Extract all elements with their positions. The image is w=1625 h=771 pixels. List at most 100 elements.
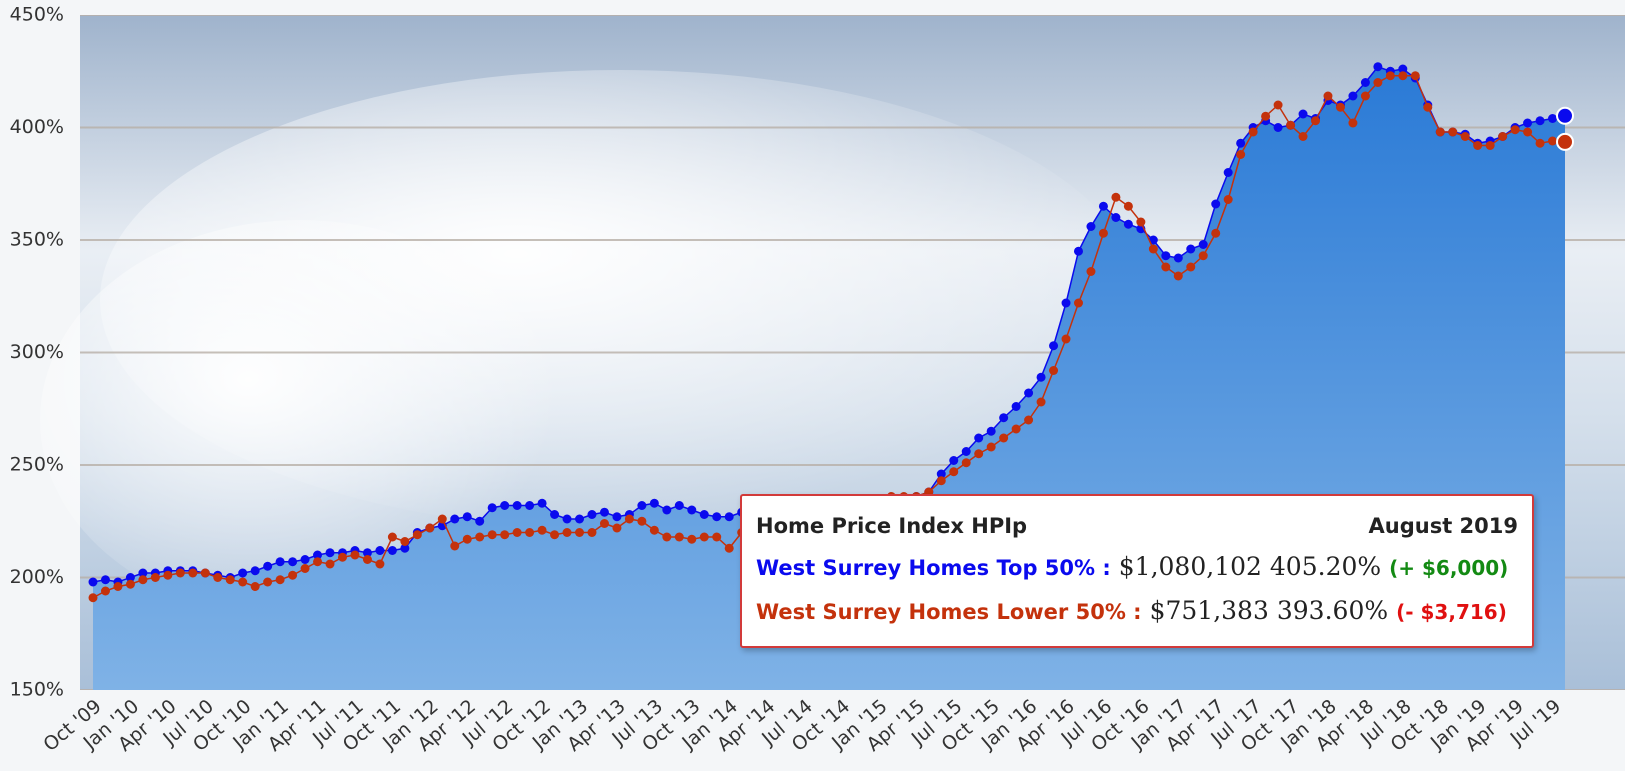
data-point xyxy=(475,517,484,526)
data-point xyxy=(1299,110,1308,119)
tooltip-row: West Surrey Homes Lower 50% :$751,383393… xyxy=(756,596,1518,625)
data-point xyxy=(1311,116,1320,125)
data-point xyxy=(974,434,983,443)
y-tick-label: 350% xyxy=(10,229,64,251)
data-point xyxy=(450,542,459,551)
data-point xyxy=(1386,71,1395,80)
data-point xyxy=(301,555,310,564)
data-point xyxy=(962,458,971,467)
data-point xyxy=(313,557,322,566)
data-point xyxy=(687,506,696,515)
data-point xyxy=(188,569,197,578)
tooltip-percent: 393.60% xyxy=(1277,596,1388,625)
data-point xyxy=(450,515,459,524)
data-point xyxy=(1261,112,1270,121)
data-point xyxy=(587,510,596,519)
data-point xyxy=(1062,299,1071,308)
data-point xyxy=(662,506,671,515)
data-point xyxy=(1286,121,1295,130)
tooltip-price: $751,383 xyxy=(1150,596,1269,625)
y-tick-label: 250% xyxy=(10,454,64,476)
data-point xyxy=(500,501,509,510)
data-point xyxy=(1361,78,1370,87)
data-point xyxy=(575,515,584,524)
data-point xyxy=(363,555,372,564)
data-point xyxy=(1199,251,1208,260)
data-point xyxy=(1498,132,1507,141)
data-point xyxy=(1436,128,1445,137)
data-point xyxy=(937,476,946,485)
data-point xyxy=(89,593,98,602)
data-point xyxy=(575,528,584,537)
data-point xyxy=(1536,139,1545,148)
data-point xyxy=(213,573,222,582)
data-point xyxy=(276,557,285,566)
data-point xyxy=(987,443,996,452)
data-point xyxy=(288,571,297,580)
data-point xyxy=(1086,222,1095,231)
data-point xyxy=(101,575,110,584)
data-point xyxy=(1373,62,1382,71)
data-point xyxy=(375,546,384,555)
data-point xyxy=(1186,245,1195,254)
data-point xyxy=(1236,139,1245,148)
data-point xyxy=(1348,119,1357,128)
data-point xyxy=(425,524,434,533)
data-point xyxy=(1224,168,1233,177)
data-point xyxy=(201,569,210,578)
data-point xyxy=(1473,141,1482,150)
data-point xyxy=(101,587,110,596)
data-point xyxy=(1274,101,1283,110)
data-point xyxy=(949,456,958,465)
data-point xyxy=(1336,103,1345,112)
data-point xyxy=(226,575,235,584)
data-point xyxy=(550,530,559,539)
tooltip-percent: 405.20% xyxy=(1270,552,1381,581)
data-point xyxy=(500,530,509,539)
data-point xyxy=(1149,245,1158,254)
data-point xyxy=(1124,202,1133,211)
data-point xyxy=(1411,71,1420,80)
data-point xyxy=(488,503,497,512)
data-point xyxy=(163,571,172,580)
data-point xyxy=(662,533,671,542)
tooltip-price: $1,080,102 xyxy=(1119,552,1262,581)
data-point xyxy=(1373,78,1382,87)
data-point xyxy=(1224,195,1233,204)
data-point xyxy=(1111,193,1120,202)
data-point xyxy=(1323,92,1332,101)
data-point xyxy=(413,530,422,539)
data-point xyxy=(1548,114,1557,123)
data-point xyxy=(1099,202,1108,211)
tooltip-change: (- $3,716) xyxy=(1396,600,1507,624)
data-point xyxy=(650,526,659,535)
data-point xyxy=(600,508,609,517)
data-point xyxy=(488,530,497,539)
data-point xyxy=(550,510,559,519)
data-point xyxy=(238,569,247,578)
data-point xyxy=(251,582,260,591)
data-point xyxy=(1536,116,1545,125)
data-point xyxy=(1136,218,1145,227)
tooltip-change: (+ $6,000) xyxy=(1389,556,1508,580)
data-point xyxy=(687,535,696,544)
y-tick-label: 400% xyxy=(10,116,64,138)
data-point xyxy=(1074,299,1083,308)
data-point xyxy=(176,569,185,578)
data-point xyxy=(1486,141,1495,150)
data-point xyxy=(675,533,684,542)
data-point xyxy=(1186,263,1195,272)
data-point xyxy=(1211,200,1220,209)
data-point xyxy=(999,434,1008,443)
data-point xyxy=(612,512,621,521)
data-point xyxy=(612,524,621,533)
y-tick-label: 150% xyxy=(10,679,64,701)
data-point xyxy=(113,582,122,591)
data-point xyxy=(438,515,447,524)
data-point xyxy=(1523,128,1532,137)
data-point xyxy=(238,578,247,587)
data-point xyxy=(263,578,272,587)
data-point xyxy=(712,533,721,542)
data-point xyxy=(463,535,472,544)
